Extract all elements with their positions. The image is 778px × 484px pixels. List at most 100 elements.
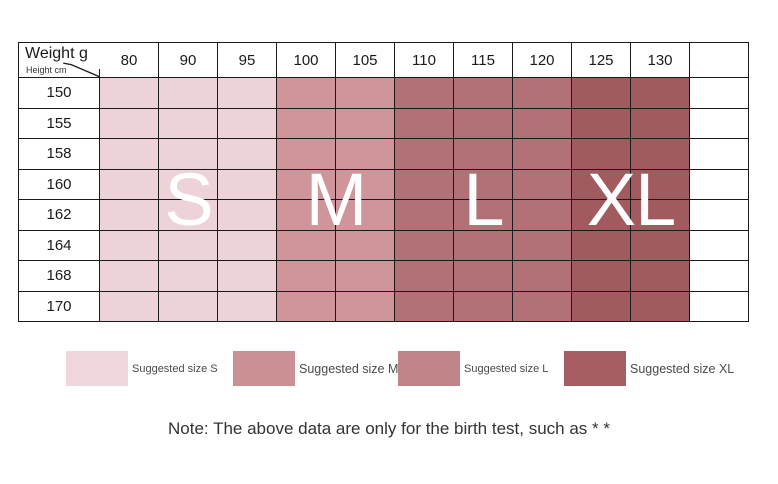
- size-cell: [218, 291, 277, 322]
- size-cell: [513, 139, 572, 170]
- size-cell: [100, 200, 159, 231]
- size-cell: [395, 291, 454, 322]
- size-cell: [454, 139, 513, 170]
- legend-color-swatch: [564, 351, 626, 386]
- size-cell: [631, 108, 690, 139]
- size-table: Weight g Height cm 80 90 95 100 105 110 115 120 12…: [18, 42, 749, 322]
- size-cell: [336, 261, 395, 292]
- size-cell: [336, 230, 395, 261]
- size-cell: [336, 169, 395, 200]
- size-cell: [631, 78, 690, 109]
- size-cell: [454, 169, 513, 200]
- size-cell: [572, 108, 631, 139]
- weight-col-header: [690, 42, 749, 78]
- size-cell: [218, 139, 277, 170]
- size-cell: [454, 108, 513, 139]
- size-cell: [159, 261, 218, 292]
- size-cell: [277, 230, 336, 261]
- weight-col-header: 105: [336, 42, 395, 78]
- size-cell: [395, 108, 454, 139]
- height-row-header: 164: [18, 230, 100, 261]
- legend-color-swatch: [398, 351, 460, 386]
- size-cell: [690, 169, 749, 200]
- size-cell: [631, 200, 690, 231]
- height-row-header: 155: [18, 108, 100, 139]
- size-cell: [395, 230, 454, 261]
- legend-label: Suggested size L: [464, 362, 549, 375]
- size-cell: [454, 200, 513, 231]
- table-row: 155: [18, 108, 749, 139]
- table-header-row: Weight g Height cm 80 90 95 100 105 110 115 120 12…: [18, 42, 749, 78]
- size-cell: [690, 200, 749, 231]
- size-cell: [277, 108, 336, 139]
- size-cell: [336, 291, 395, 322]
- size-cell: [395, 200, 454, 231]
- size-cell: [277, 169, 336, 200]
- size-cell: [100, 108, 159, 139]
- size-cell: [631, 230, 690, 261]
- size-cell: [572, 230, 631, 261]
- size-cell: [218, 108, 277, 139]
- size-cell: [513, 230, 572, 261]
- height-row-header: 170: [18, 291, 100, 322]
- legend-item: Suggested size M: [233, 351, 398, 386]
- size-cell: [454, 230, 513, 261]
- size-cell: [454, 78, 513, 109]
- size-cell: [218, 230, 277, 261]
- weight-col-header: 90: [159, 42, 218, 78]
- note-text: Note: The above data are only for the bi…: [168, 419, 610, 438]
- size-cell: [336, 139, 395, 170]
- size-cell: [395, 169, 454, 200]
- size-cell: [631, 139, 690, 170]
- size-cell: [336, 108, 395, 139]
- height-row-header: 150: [18, 78, 100, 109]
- size-cell: [513, 169, 572, 200]
- weight-axis-label: Weight g: [25, 45, 88, 62]
- size-cell: [690, 261, 749, 292]
- size-cell: [159, 230, 218, 261]
- size-cell: [159, 169, 218, 200]
- size-cell: [159, 139, 218, 170]
- size-cell: [395, 261, 454, 292]
- table-row: 150: [18, 78, 749, 109]
- size-cell: [572, 169, 631, 200]
- size-cell: [100, 169, 159, 200]
- size-cell: [572, 291, 631, 322]
- size-cell: [690, 291, 749, 322]
- legend-label: Suggested size M: [299, 361, 399, 376]
- size-cell: [100, 291, 159, 322]
- size-cell: [277, 261, 336, 292]
- size-cell: [159, 78, 218, 109]
- size-cell: [100, 139, 159, 170]
- weight-col-header: 100: [277, 42, 336, 78]
- size-cell: [631, 169, 690, 200]
- corner-cell: Weight g Height cm: [18, 42, 100, 78]
- size-cell: [218, 200, 277, 231]
- size-cell: [631, 261, 690, 292]
- size-cell: [572, 200, 631, 231]
- table-row: 160: [18, 169, 749, 200]
- size-cell: [513, 108, 572, 139]
- height-row-header: 158: [18, 139, 100, 170]
- size-cell: [631, 291, 690, 322]
- size-cell: [690, 230, 749, 261]
- table-row: 170: [18, 291, 749, 322]
- size-cell: [159, 200, 218, 231]
- size-cell: [100, 261, 159, 292]
- size-cell: [100, 78, 159, 109]
- size-cell: [159, 108, 218, 139]
- size-cell: [336, 78, 395, 109]
- size-cell: [277, 200, 336, 231]
- diagonal-divider-line: [63, 62, 100, 77]
- legend-item: Suggested size XL: [564, 351, 734, 386]
- weight-col-header: 80: [100, 42, 159, 78]
- size-cell: [277, 78, 336, 109]
- size-cell: [572, 261, 631, 292]
- weight-col-header: 120: [513, 42, 572, 78]
- weight-col-header: 130: [631, 42, 690, 78]
- legend-label: Suggested size S: [132, 362, 218, 375]
- table-row: 162: [18, 200, 749, 231]
- size-cell: [218, 169, 277, 200]
- weight-col-header: 110: [395, 42, 454, 78]
